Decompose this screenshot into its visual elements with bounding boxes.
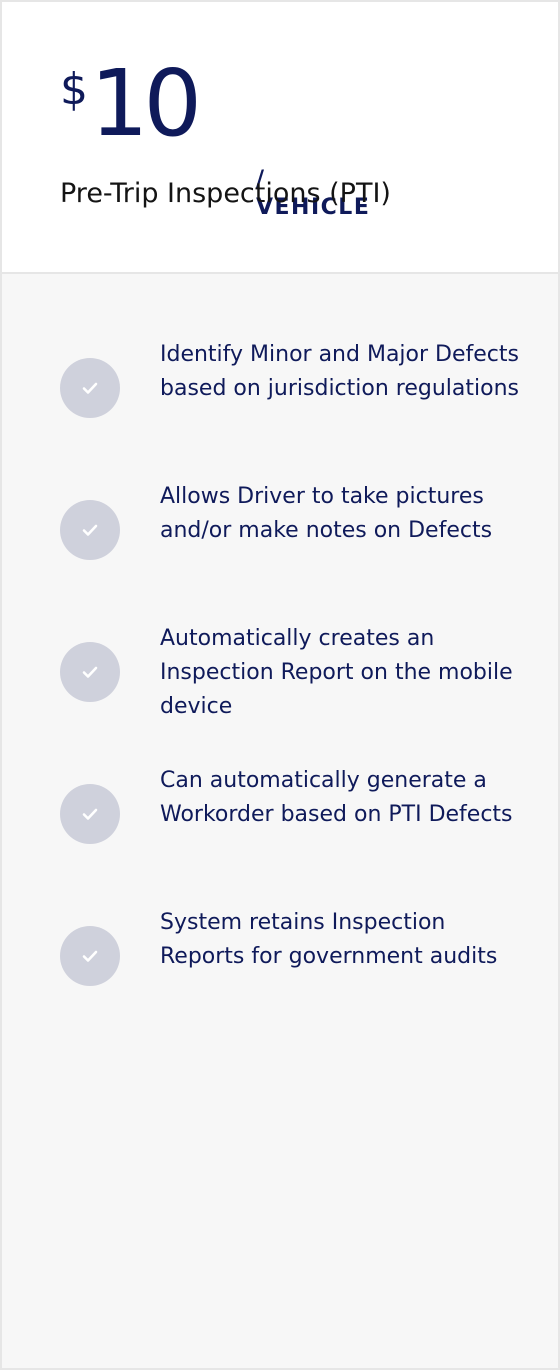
feature-item: System retains Inspection Reports for go… (2, 906, 558, 1048)
feature-text: Identify Minor and Major Defects based o… (160, 342, 519, 401)
price-amount: 10 (90, 50, 202, 157)
feature-item: Identify Minor and Major Defects based o… (2, 338, 558, 480)
price-unit: / VEHICLE (256, 167, 371, 220)
price-currency: $ (60, 64, 88, 115)
check-icon (60, 926, 120, 986)
feature-item: Automatically creates an Inspection Repo… (2, 622, 558, 764)
check-icon (60, 358, 120, 418)
pricing-header: $ 10 / VEHICLE Pre-Trip Inspections (PTI… (2, 2, 558, 274)
check-icon (60, 642, 120, 702)
feature-text: Can automatically generate a Workorder b… (160, 768, 513, 827)
plan-name: Pre-Trip Inspections (PTI) (60, 178, 391, 209)
feature-text: System retains Inspection Reports for go… (160, 910, 498, 969)
feature-text: Allows Driver to take pictures and/or ma… (160, 484, 493, 543)
feature-item: Allows Driver to take pictures and/or ma… (2, 480, 558, 622)
feature-list: Identify Minor and Major Defects based o… (2, 338, 558, 1048)
check-icon (60, 784, 120, 844)
feature-text: Automatically creates an Inspection Repo… (160, 626, 513, 719)
feature-item: Can automatically generate a Workorder b… (2, 764, 558, 906)
check-icon (60, 500, 120, 560)
